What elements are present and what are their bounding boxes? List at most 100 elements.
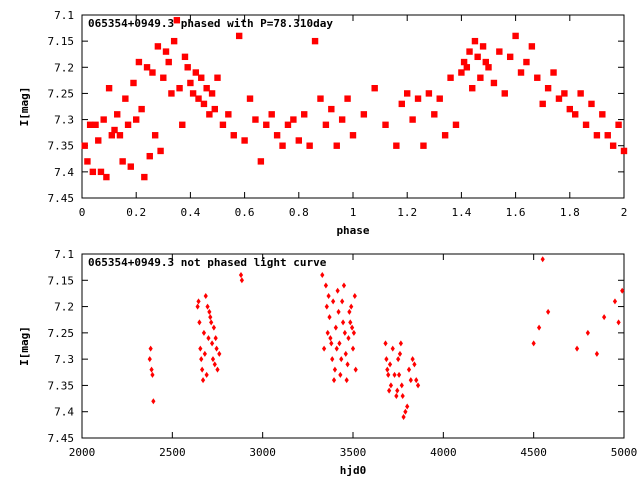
- data-point: [206, 335, 211, 342]
- data-point: [384, 356, 389, 363]
- data-point: [412, 361, 417, 368]
- data-point: [546, 308, 551, 315]
- y-tick-label: 7.4: [54, 406, 74, 419]
- data-point: [401, 413, 406, 420]
- data-point: [173, 17, 181, 24]
- data-point: [239, 277, 244, 284]
- y-axis-label: I[mag]: [18, 87, 31, 127]
- data-point: [211, 105, 218, 113]
- data-point: [331, 377, 337, 384]
- data-point: [477, 74, 484, 81]
- chart-title: 065354+0949.3 phased with P=78.310day: [88, 17, 333, 30]
- data-point: [386, 371, 391, 378]
- chart-title: 065354+0949.3 not phased light curve: [88, 256, 327, 269]
- data-point: [348, 319, 353, 326]
- data-point: [154, 43, 162, 50]
- x-tick-label: 5000: [611, 446, 638, 459]
- data-point: [398, 340, 403, 347]
- data-point: [333, 324, 338, 331]
- data-point: [326, 293, 331, 300]
- data-point: [241, 137, 248, 144]
- data-point: [230, 132, 237, 139]
- data-point: [195, 95, 202, 102]
- data-point: [301, 111, 308, 118]
- data-point: [141, 173, 148, 181]
- data-point: [246, 95, 254, 102]
- data-point: [81, 142, 88, 149]
- chart-panel-1: 0 0.2 0.4 0.6 0.8 1 1.2 1.4 1.6 1.8 2 7.1 7.15 7.2 7.2…: [18, 9, 627, 237]
- x-axis-label: hjd0: [340, 464, 367, 477]
- data-point: [323, 282, 328, 289]
- y-tick-label: 7.1: [54, 248, 74, 261]
- data-point: [100, 116, 107, 123]
- data-point: [279, 142, 286, 149]
- data-point: [540, 256, 545, 263]
- data-point: [523, 58, 530, 66]
- data-point: [599, 111, 606, 118]
- y-tick-label: 7.25: [48, 87, 75, 100]
- data-point: [189, 90, 197, 97]
- data-point: [219, 121, 227, 128]
- y-tick-label: 7.35: [48, 140, 75, 153]
- data-point: [320, 272, 325, 279]
- data-point: [290, 116, 297, 123]
- y-tick-label: 7.45: [48, 432, 75, 445]
- data-point: [211, 324, 216, 331]
- data-point: [157, 147, 164, 155]
- data-point: [612, 298, 618, 305]
- data-point: [602, 314, 607, 321]
- data-point: [170, 37, 178, 45]
- data-point: [352, 293, 357, 300]
- data-point: [338, 371, 343, 378]
- data-point: [199, 356, 204, 363]
- data-point: [149, 366, 154, 373]
- data-point: [138, 105, 145, 113]
- data-point: [343, 350, 348, 357]
- data-point: [466, 48, 473, 55]
- data-point: [588, 100, 595, 108]
- x-tick-label: 2: [621, 206, 628, 219]
- x-tick-label: 0.4: [180, 206, 200, 219]
- data-point: [257, 158, 265, 165]
- data-point: [322, 121, 330, 128]
- data-point: [409, 116, 416, 123]
- data-point: [585, 329, 590, 336]
- data-point: [566, 105, 573, 113]
- data-point: [306, 142, 313, 149]
- data-point: [501, 90, 508, 97]
- data-point: [151, 132, 159, 139]
- x-tick-label: 2500: [159, 446, 186, 459]
- data-point: [536, 324, 542, 331]
- data-point: [86, 121, 94, 128]
- data-point: [392, 371, 397, 378]
- data-point: [490, 79, 498, 87]
- x-tick-label: 1.6: [506, 206, 526, 219]
- chart-panel-2: 2000 2500 3000 3500 4000 4500 5000 7.1 7.15 7.2 7.…: [18, 248, 637, 477]
- data-point: [200, 366, 205, 373]
- data-point: [84, 158, 91, 165]
- x-tick-label: 3000: [249, 446, 276, 459]
- y-tick-label: 7.35: [48, 379, 75, 392]
- data-point: [176, 85, 183, 92]
- x-tick-label: 0: [79, 206, 86, 219]
- data-point: [604, 132, 611, 139]
- data-point: [347, 308, 352, 315]
- data-point: [202, 350, 207, 357]
- data-point: [114, 111, 121, 118]
- data-point: [344, 377, 349, 384]
- data-point: [436, 95, 443, 102]
- data-point: [338, 116, 346, 123]
- data-point: [593, 132, 601, 139]
- data-point: [420, 142, 427, 149]
- data-point: [160, 74, 167, 81]
- x-tick-label: 4500: [520, 446, 547, 459]
- data-point: [425, 90, 433, 97]
- data-point: [203, 293, 208, 300]
- data-point: [92, 121, 99, 128]
- data-point: [482, 58, 489, 66]
- x-tick-label: 3500: [340, 446, 367, 459]
- data-point: [561, 90, 568, 97]
- data-point: [130, 79, 137, 87]
- data-point: [273, 132, 281, 139]
- x-tick-label: 0.6: [235, 206, 255, 219]
